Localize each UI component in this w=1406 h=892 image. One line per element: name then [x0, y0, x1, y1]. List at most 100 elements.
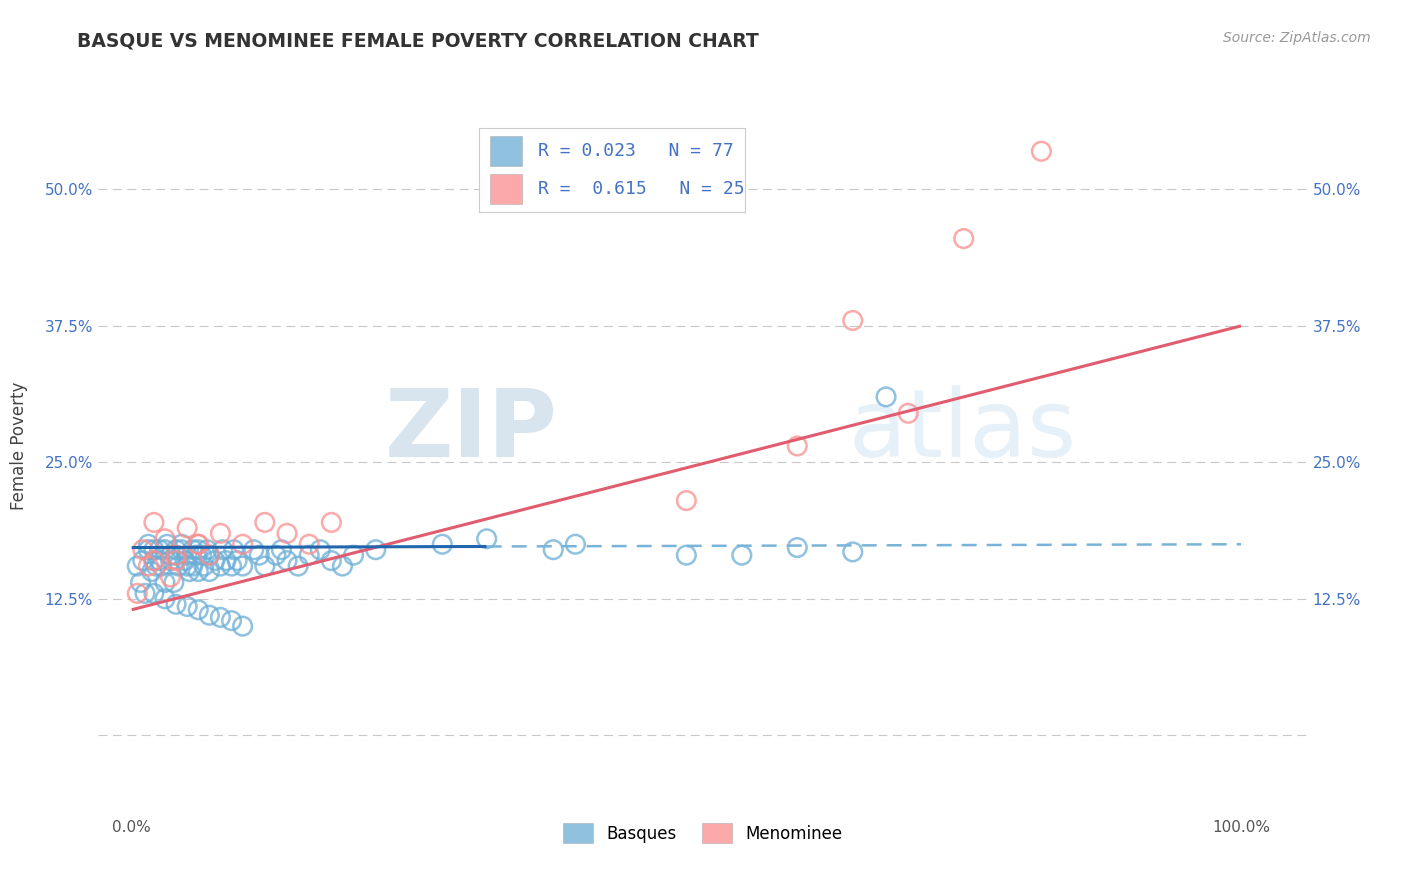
Point — [142, 586, 165, 600]
Point — [187, 565, 209, 579]
Point — [163, 575, 186, 590]
Point — [875, 390, 897, 404]
Point — [215, 554, 238, 568]
Point — [176, 548, 198, 562]
Point — [564, 537, 586, 551]
Point — [142, 554, 165, 568]
Point — [247, 548, 270, 562]
Point — [226, 554, 249, 568]
Y-axis label: Female Poverty: Female Poverty — [10, 382, 28, 510]
Point — [129, 575, 152, 590]
Point — [270, 542, 292, 557]
Point — [198, 548, 221, 562]
Legend: Basques, Menominee: Basques, Menominee — [555, 815, 851, 851]
Point — [786, 439, 808, 453]
Point — [321, 554, 343, 568]
Point — [321, 516, 343, 530]
Point — [276, 554, 298, 568]
Point — [138, 559, 160, 574]
Point — [141, 565, 163, 579]
Point — [1031, 145, 1053, 159]
Text: ZIP: ZIP — [385, 385, 558, 477]
Point — [952, 231, 974, 245]
Point — [153, 591, 176, 606]
Point — [127, 559, 149, 574]
Point — [190, 548, 212, 562]
Point — [159, 554, 181, 568]
Point — [541, 542, 564, 557]
Point — [309, 542, 332, 557]
Point — [204, 554, 226, 568]
Point — [731, 548, 754, 562]
Point — [142, 554, 165, 568]
Point — [165, 542, 187, 557]
Point — [142, 516, 165, 530]
Point — [276, 526, 298, 541]
Point — [134, 586, 156, 600]
Point — [842, 545, 865, 559]
Point — [209, 559, 232, 574]
Point — [132, 542, 155, 557]
Point — [145, 559, 167, 574]
Point — [209, 610, 232, 624]
Point — [165, 548, 187, 562]
Point — [253, 516, 276, 530]
Point — [198, 608, 221, 623]
Point — [159, 570, 181, 584]
Point — [181, 559, 204, 574]
Point — [242, 542, 264, 557]
Point — [187, 542, 209, 557]
Text: BASQUE VS MENOMINEE FEMALE POVERTY CORRELATION CHART: BASQUE VS MENOMINEE FEMALE POVERTY CORRE… — [77, 31, 759, 50]
Point — [170, 542, 193, 557]
Point — [142, 542, 165, 557]
Point — [159, 548, 181, 562]
Point — [181, 542, 204, 557]
Point — [264, 548, 287, 562]
Point — [298, 548, 321, 562]
Point — [364, 542, 387, 557]
Point — [232, 619, 254, 633]
Point — [221, 559, 243, 574]
Point — [176, 599, 198, 614]
Point — [165, 548, 187, 562]
Point — [211, 542, 233, 557]
Point — [187, 603, 209, 617]
Point — [167, 559, 190, 574]
Point — [148, 554, 170, 568]
Point — [675, 548, 697, 562]
Point — [897, 406, 920, 420]
Point — [127, 586, 149, 600]
Point — [153, 575, 176, 590]
Point — [675, 493, 697, 508]
Point — [174, 554, 197, 568]
Point — [184, 548, 207, 562]
Point — [253, 559, 276, 574]
Point — [153, 532, 176, 546]
Point — [432, 537, 454, 551]
Point — [232, 559, 254, 574]
Point — [221, 614, 243, 628]
Text: Source: ZipAtlas.com: Source: ZipAtlas.com — [1223, 31, 1371, 45]
Point — [176, 521, 198, 535]
Point — [165, 597, 187, 611]
Point — [153, 542, 176, 557]
Point — [198, 565, 221, 579]
Point — [193, 559, 215, 574]
Point — [187, 537, 209, 551]
Point — [165, 554, 187, 568]
Point — [222, 542, 245, 557]
Point — [786, 541, 808, 555]
Point — [475, 532, 498, 546]
Point — [187, 537, 209, 551]
Point — [209, 526, 232, 541]
Point — [138, 542, 160, 557]
Point — [195, 542, 218, 557]
Point — [198, 548, 221, 562]
Point — [170, 537, 193, 551]
Point — [342, 548, 364, 562]
Point — [138, 537, 160, 551]
Point — [232, 537, 254, 551]
Point — [156, 537, 179, 551]
Point — [842, 313, 865, 327]
Point — [332, 559, 354, 574]
